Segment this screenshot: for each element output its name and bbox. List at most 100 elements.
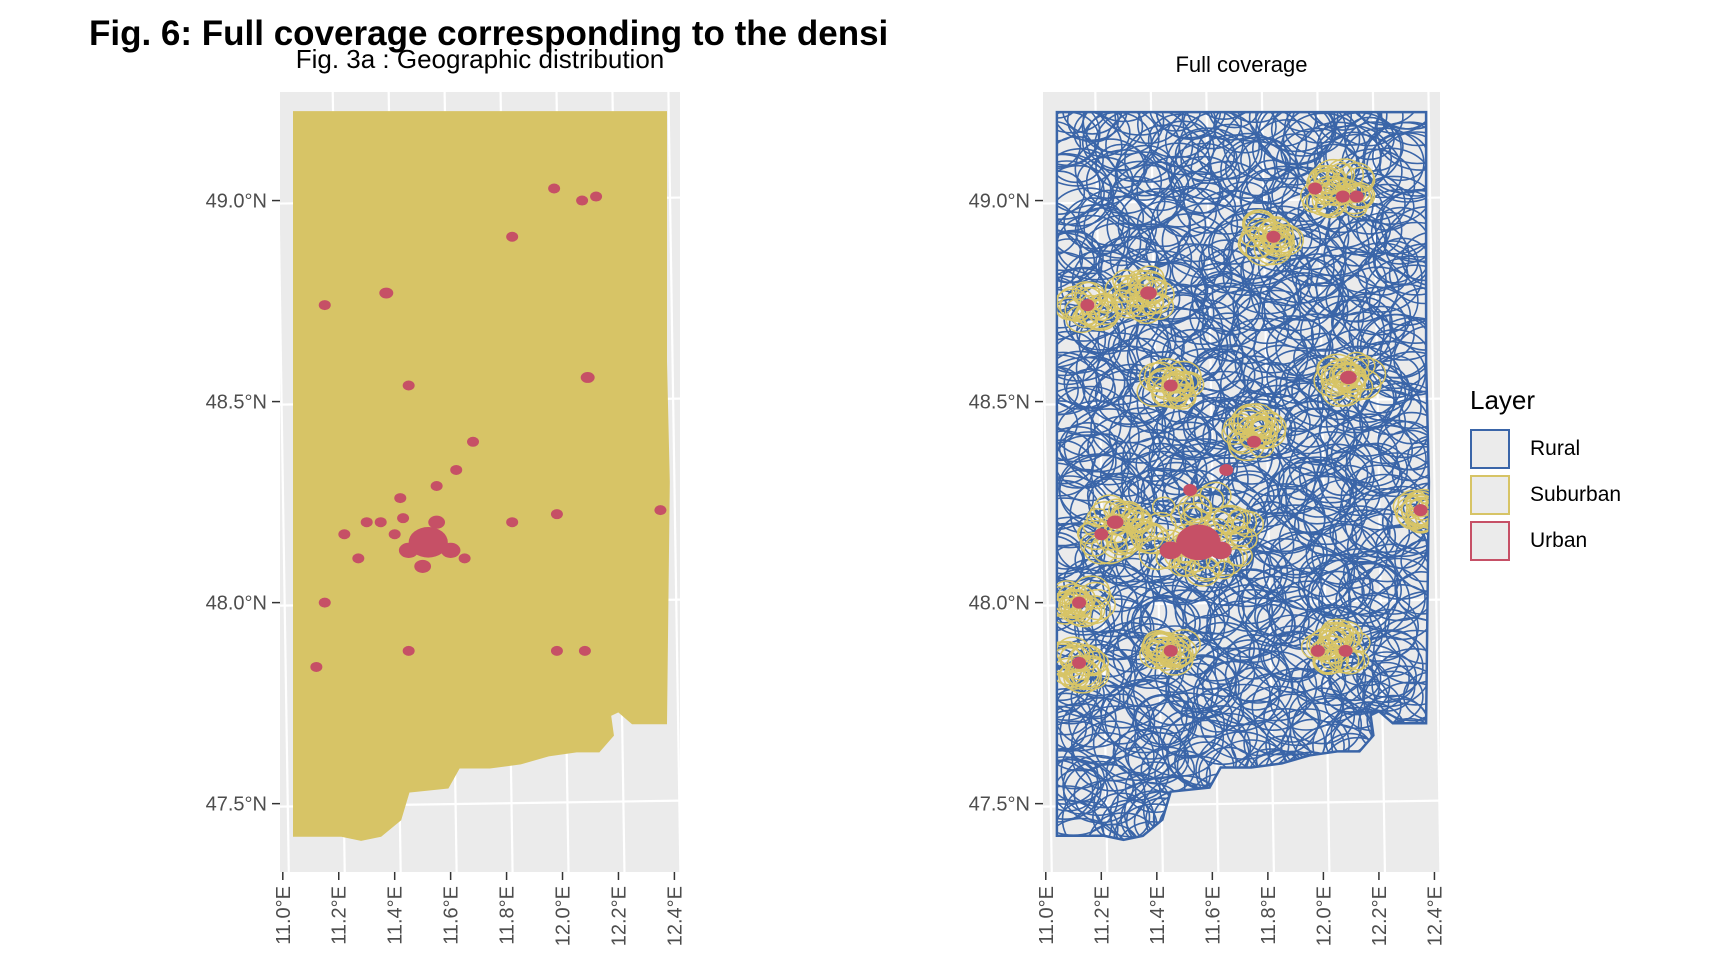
rural-circle xyxy=(1331,296,1393,350)
urban-area xyxy=(654,505,667,516)
urban-area xyxy=(1176,524,1221,561)
rural-circle xyxy=(1329,505,1391,558)
y-tick-label: 47.5°N xyxy=(969,794,1030,816)
suburban-circle xyxy=(1161,370,1195,400)
rural-circle xyxy=(1394,526,1429,593)
suburban-circle xyxy=(1127,511,1153,534)
rural-circle xyxy=(1056,400,1140,473)
x-tick-label: 11.0°E xyxy=(273,886,295,945)
rural-circle xyxy=(1345,424,1427,494)
suburban-circle xyxy=(1327,162,1356,187)
rural-circle xyxy=(1061,112,1123,135)
rural-circle xyxy=(1258,112,1333,165)
rural-circle xyxy=(1056,462,1095,531)
urban-area xyxy=(1072,596,1087,609)
urban-area xyxy=(1413,504,1428,517)
rural-circle xyxy=(1081,598,1155,661)
panel-full-coverage: 11.0°E 11.2°E 11.4°E 11.6°E 11.8°E 12.0°E 12.2… xyxy=(969,52,1447,946)
rural-circle xyxy=(1286,407,1356,466)
suburban-circle xyxy=(1312,164,1335,185)
x-tick-label: 12.4°E xyxy=(664,886,686,946)
urban-area xyxy=(590,191,603,202)
rural-circle xyxy=(1105,746,1170,801)
rural-circle xyxy=(1362,121,1429,194)
rural-circle xyxy=(1359,382,1429,459)
x-tick-label: 12.0°E xyxy=(553,886,575,946)
rural-circle xyxy=(1186,621,1261,686)
rural-circle xyxy=(1112,622,1190,689)
rural-circle xyxy=(1056,611,1080,661)
rural-circle xyxy=(1283,112,1347,155)
suburban-circle xyxy=(1089,500,1120,528)
urban-area xyxy=(1338,644,1353,657)
y-tick-label: 48.0°N xyxy=(206,593,267,615)
rural-circle xyxy=(1085,112,1160,171)
rural-circle xyxy=(1195,112,1252,121)
rural-circle xyxy=(1089,112,1158,123)
urban-area xyxy=(576,195,589,206)
urban-area xyxy=(1246,435,1261,448)
suburban-circle xyxy=(1146,293,1170,314)
urban-area xyxy=(1163,379,1178,392)
rural-circle xyxy=(1320,656,1391,716)
legend-key-rural xyxy=(1470,429,1510,469)
rural-circle xyxy=(1286,475,1368,546)
gridline-lat xyxy=(1042,799,1441,808)
rural-circle xyxy=(1056,758,1100,812)
legend-key-suburban xyxy=(1470,475,1510,515)
urban-area xyxy=(440,542,461,558)
y-tick-label: 48.5°N xyxy=(206,392,267,414)
rural-circle xyxy=(1368,264,1429,345)
rural-circle xyxy=(1348,305,1415,363)
suburban-circle xyxy=(1308,626,1347,660)
rural-circle xyxy=(1178,226,1231,271)
suburban-circle xyxy=(1058,593,1089,620)
legend-key-urban xyxy=(1470,521,1510,561)
rural-circle xyxy=(1277,456,1358,525)
suburban-circle xyxy=(1312,650,1340,674)
rural-circle xyxy=(1074,138,1146,200)
rural-circle xyxy=(1348,565,1426,632)
urban-area xyxy=(310,661,323,672)
suburban-circle xyxy=(1071,657,1110,691)
urban-area xyxy=(1140,286,1157,300)
suburban-circle xyxy=(1151,496,1176,517)
rural-circle xyxy=(1370,206,1429,258)
urban-area xyxy=(394,493,407,504)
x-tick-label: 11.6°E xyxy=(1202,886,1224,945)
suburban-circle xyxy=(1239,228,1276,259)
rural-circle xyxy=(1347,112,1422,126)
rural-circle xyxy=(1174,129,1236,182)
rural-circle xyxy=(1071,720,1155,792)
suburban-circle xyxy=(1090,532,1129,565)
legend-item-urban: Urban xyxy=(1470,518,1621,564)
urban-area xyxy=(1106,515,1124,529)
rural-circle xyxy=(1353,112,1429,135)
suburban-circle xyxy=(1400,494,1429,528)
urban-area xyxy=(550,509,563,520)
rural-circle xyxy=(1371,629,1429,706)
rural-circle xyxy=(1056,351,1100,415)
x-tick-label: 12.2°E xyxy=(608,886,630,946)
rural-circle xyxy=(1359,313,1429,379)
rural-circle xyxy=(1356,651,1418,704)
rural-circle xyxy=(1326,413,1413,488)
rural-circle xyxy=(1234,650,1318,722)
legend-label-urban: Urban xyxy=(1530,529,1588,552)
urban-area xyxy=(374,517,387,528)
rural-circle xyxy=(1134,700,1225,777)
suburban-circle xyxy=(1237,403,1276,437)
y-axis: 47.5°N 48.0°N 48.5°N 49.0°N xyxy=(206,191,280,816)
rural-circle xyxy=(1056,678,1136,748)
rural-circle xyxy=(1394,554,1429,622)
rural-circle xyxy=(1056,112,1123,187)
suburban-circle xyxy=(1324,380,1349,401)
suburban-circle xyxy=(1073,596,1106,624)
rural-circle xyxy=(1330,426,1399,484)
rural-circle xyxy=(1224,647,1291,704)
suburban-circle xyxy=(1161,366,1192,393)
rural-circle xyxy=(1056,385,1133,457)
y-tick-label: 48.5°N xyxy=(969,392,1030,414)
rural-circle xyxy=(1056,768,1109,815)
